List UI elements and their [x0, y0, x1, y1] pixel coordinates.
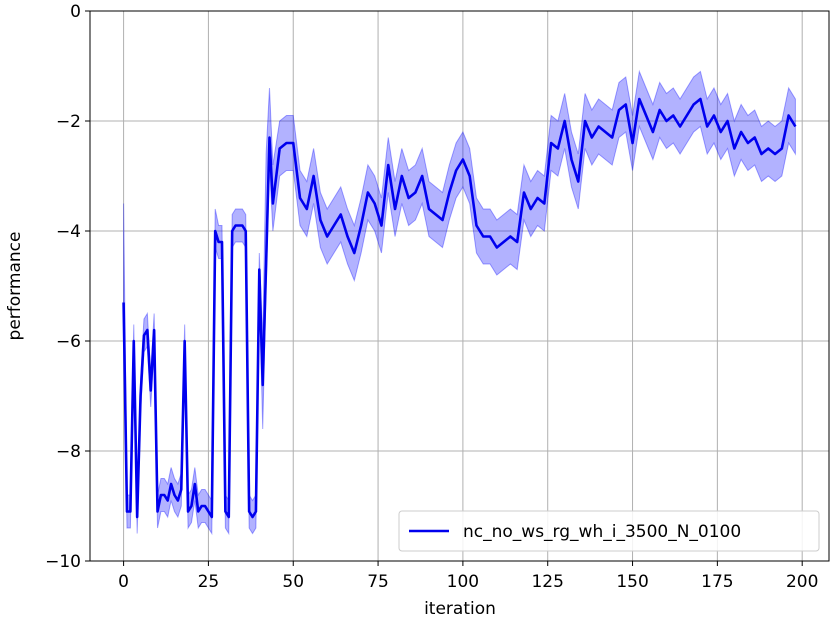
- x-tick-label: 100: [447, 572, 479, 592]
- x-tick-label: 200: [786, 572, 818, 592]
- x-tick-label: 0: [118, 572, 129, 592]
- x-tick-label: 50: [282, 572, 304, 592]
- y-tick-label: −10: [45, 552, 81, 572]
- x-tick-label: 150: [616, 572, 648, 592]
- y-tick-label: 0: [70, 2, 81, 22]
- x-tick-label: 75: [367, 572, 389, 592]
- y-tick-label: −4: [56, 222, 81, 242]
- y-tick-label: −2: [56, 112, 81, 132]
- y-axis-label: performance: [5, 232, 25, 341]
- x-tick-label: 175: [701, 572, 733, 592]
- legend-label: nc_no_ws_rg_wh_i_3500_N_0100: [463, 522, 741, 542]
- legend: nc_no_ws_rg_wh_i_3500_N_0100: [398, 510, 820, 552]
- plot-frame: [89, 10, 830, 562]
- x-tick-label: 125: [531, 572, 563, 592]
- y-tick-label: −6: [56, 332, 81, 352]
- legend-box: [398, 510, 820, 552]
- x-axis-label: iteration: [424, 599, 496, 619]
- x-tick-label: 25: [198, 572, 220, 592]
- data-line: [122, 97, 797, 519]
- y-tick-label: −8: [56, 442, 81, 462]
